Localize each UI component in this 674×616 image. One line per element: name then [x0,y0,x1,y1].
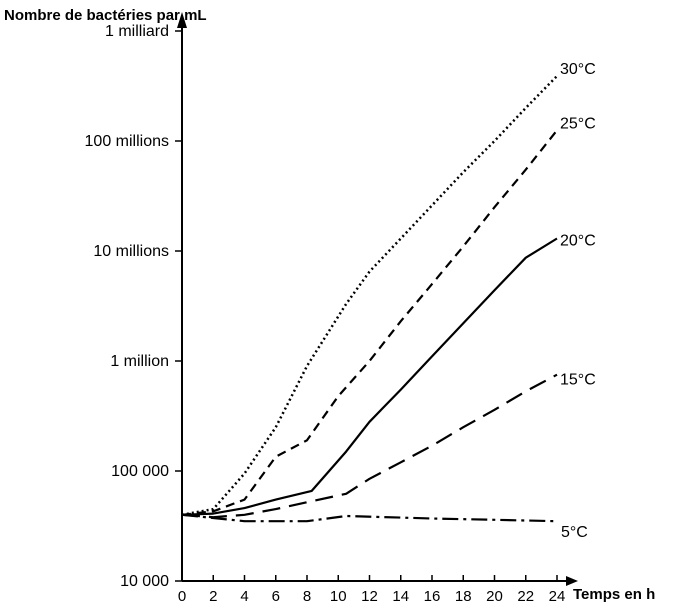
series-label-3: 15°C [560,372,596,389]
y-ticks: 1 milliard 100 millions 10 millions 1 milli… [85,23,182,590]
x-tick-label: 16 [424,588,441,605]
x-tick-label: 6 [272,588,280,605]
x-tick-label: 8 [303,588,311,605]
x-tick-label: 2 [209,588,217,605]
x-tick-label: 4 [240,588,248,605]
axes [177,12,578,586]
x-tick-label: 22 [517,588,534,605]
y-tick-label: 100 millions [85,133,169,150]
y-tick-label: 100 000 [111,463,169,480]
y-tick-label: 10 000 [120,573,169,590]
y-axis-arrow [177,12,187,28]
series-label-2: 20°C [560,232,596,249]
series-line-0 [181,75,558,517]
x-tick-label: 14 [392,588,409,605]
y-tick-label: 1 milliard [105,23,169,40]
x-tick-label: 18 [455,588,472,605]
x-tick-label: 24 [549,588,566,605]
x-tick-label: 10 [330,588,347,605]
x-tick-label: 20 [486,588,503,605]
x-ticks: 0 2 4 6 8 10 12 14 16 18 20 22 24 [178,575,566,605]
series-label-4: 5°C [561,524,588,541]
y-axis-label: Nombre de bactéries par mL [4,7,207,24]
x-axis-arrow [566,576,578,586]
series-label-0: 30°C [560,61,596,78]
x-tick-label: 0 [178,588,186,605]
y-tick-label: 10 millions [93,243,169,260]
x-tick-label: 12 [361,588,378,605]
series-line-2 [181,237,558,516]
series-labels: 30°C 25°C 20°C 15°C 5°C [560,61,596,541]
series-line-1 [181,129,558,516]
series-lines [181,75,558,523]
series-label-1: 25°C [560,115,596,132]
y-tick-label: 1 million [110,353,169,370]
series-line-3 [181,373,558,519]
x-axis-label: Temps en h [573,586,655,603]
series-line-4 [181,513,558,523]
